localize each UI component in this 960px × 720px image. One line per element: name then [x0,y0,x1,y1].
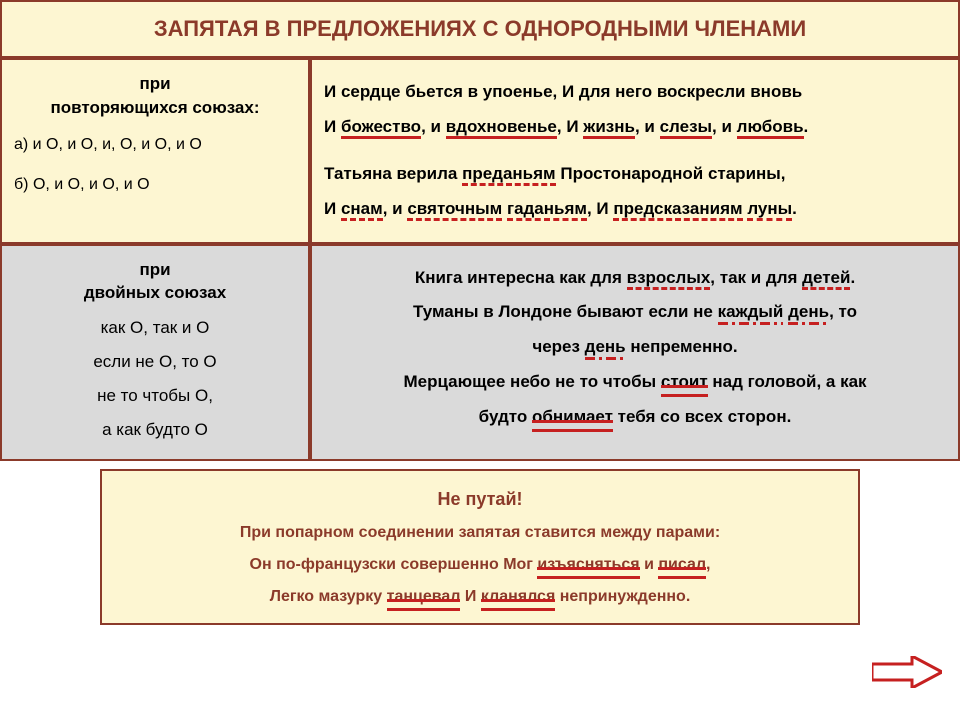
pattern: как О, так и О [14,311,296,345]
underline-word: день [788,302,829,321]
underline-word: каждый [718,302,784,321]
underline-word: снам [341,199,383,218]
underline-word: предсказаниям [613,199,742,218]
examples-double: Книга интересна как для взрослых, так и … [310,244,960,462]
page-title: ЗАПЯТАЯ В ПРЕДЛОЖЕНИЯХ С ОДНОРОДНЫМИ ЧЛЕ… [0,0,960,58]
example-line: через день непременно. [324,333,946,362]
underline-word: вдохновенье [446,117,557,136]
underline-word: жизнь [583,117,635,136]
warning-title: Не путай! [112,481,848,517]
underline-word: изъясняться [537,556,639,573]
row-double: при двойных союзах как О, так и О если н… [0,244,960,462]
example-line: Мерцающее небо не то чтобы стоит над гол… [324,368,946,397]
underline-word: танцевал [387,588,461,605]
next-arrow-icon[interactable] [872,656,942,688]
warning-text: При попарном соединении запятая ставится… [112,517,848,549]
warning-box: Не путай! При попарном соединении запята… [100,469,860,625]
rule-repeating: при повторяющихся союзах: а) и О, и О, и… [0,58,310,244]
underline-word: божество [341,117,421,136]
underline-word: взрослых [627,268,711,287]
underline-word: писал [658,556,706,573]
rule-heading: при повторяющихся союзах: [14,72,296,120]
row-repeating: при повторяющихся союзах: а) и О, и О, и… [0,58,960,244]
underline-word: стоит [661,372,708,391]
option-a: а) и О, и О, и, О, и О, и О [14,130,296,160]
example-line: будто обнимает тебя со всех сторон. [324,403,946,432]
pattern: не то чтобы О, [14,379,296,413]
example-line: Он по-французски совершенно Мог изъяснят… [112,549,848,581]
underline-word: день [585,337,626,356]
example-line: Книга интересна как для взрослых, так и … [324,264,946,293]
rule-double: при двойных союзах как О, так и О если н… [0,244,310,462]
underline-word: обнимает [532,407,613,426]
underline-word: преданьям [462,164,556,183]
example-line: Татьяна верила преданьям Простонародной … [324,160,946,189]
underline-word: гаданьям [507,199,587,218]
example-line: И сердце бьется в упоенье, И для него во… [324,78,946,107]
option-b: б) О, и О, и О, и О [14,170,296,200]
example-line: Туманы в Лондоне бывают если не каждый д… [324,298,946,327]
examples-repeating: И сердце бьется в упоенье, И для него во… [310,58,960,244]
underline-word: святочным [407,199,502,218]
example-line: Легко мазурку танцевал И кланялся неприн… [112,581,848,613]
underline-word: луны [747,199,792,218]
rule-heading: при двойных союзах [14,258,296,306]
pattern: если не О, то О [14,345,296,379]
underline-word: кланялся [481,588,555,605]
example-line: И снам, и святочным гаданьям, И предсказ… [324,195,946,224]
pattern: а как будто О [14,413,296,447]
underline-word: слезы [660,117,712,136]
underline-word: любовь [737,117,804,136]
underline-word: детей [802,268,850,287]
example-line: И божество, и вдохновенье, И жизнь, и сл… [324,113,946,142]
